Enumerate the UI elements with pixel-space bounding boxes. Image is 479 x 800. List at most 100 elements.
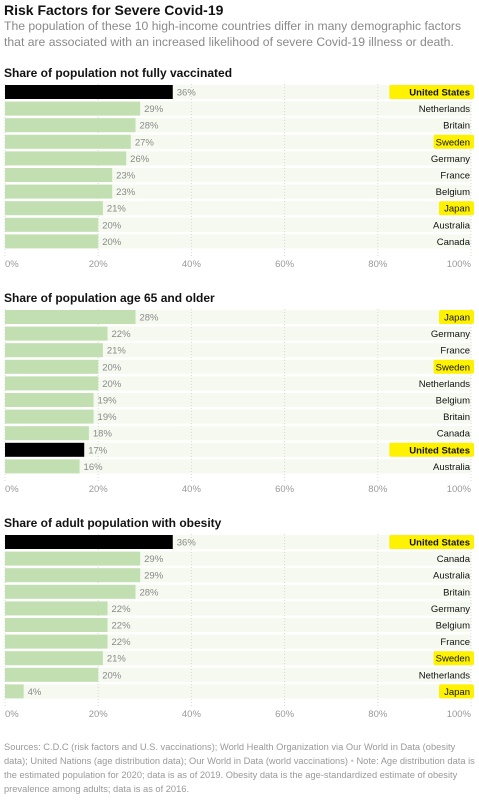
bar-track: [5, 393, 471, 407]
value-label: 29%: [144, 104, 164, 115]
category-label: Netherlands: [419, 104, 470, 115]
bar: [5, 168, 113, 182]
bar-track: [5, 326, 471, 341]
category-label: Canada: [437, 554, 471, 565]
bar: [5, 409, 94, 424]
category-label: Belgium: [436, 396, 470, 407]
bar: [5, 134, 131, 149]
bar: [5, 634, 108, 649]
bar-track: [5, 684, 471, 699]
category-label: France: [440, 171, 470, 182]
bar: [5, 584, 136, 599]
value-label: 28%: [139, 121, 159, 132]
bar-track: [5, 409, 471, 424]
value-label: 23%: [116, 171, 136, 182]
value-label: 22%: [112, 329, 132, 340]
category-label: Sweden: [436, 137, 470, 148]
category-label: Germany: [431, 604, 470, 615]
category-label: United States: [409, 88, 470, 99]
value-label: 20%: [102, 379, 122, 390]
value-label: 36%: [177, 538, 197, 549]
x-tick-label: 40%: [182, 484, 202, 495]
page-subtitle: The population of these 10 high-income c…: [4, 19, 462, 49]
category-label: Britain: [443, 587, 470, 598]
separator-dot: •: [350, 756, 354, 766]
bar: [5, 151, 127, 166]
chart-title: Share of adult population with obesity: [4, 516, 222, 530]
value-label: 21%: [107, 346, 127, 357]
category-label: Australia: [433, 220, 471, 231]
highlight-mark: [433, 651, 474, 666]
bar: [5, 684, 24, 699]
bar-track: [5, 376, 471, 391]
bar-track: [5, 343, 471, 358]
value-label: 26%: [130, 154, 150, 165]
highlight-mark: [439, 310, 474, 324]
highlight-mark: [389, 535, 474, 549]
bar-track: [5, 634, 471, 649]
value-label: 22%: [112, 604, 132, 615]
bar: [5, 217, 99, 232]
x-tick-label: 0%: [5, 259, 19, 270]
bar-track: [5, 442, 471, 457]
value-label: 29%: [144, 571, 164, 582]
x-tick-label: 100%: [447, 484, 472, 495]
bar-track: [5, 168, 471, 182]
bar: [5, 568, 141, 583]
page-title: Risk Factors for Severe Covid-19: [4, 2, 224, 18]
category-label: Netherlands: [419, 670, 470, 681]
value-label: 20%: [102, 362, 122, 373]
bar: [5, 651, 103, 666]
bar-track: [5, 667, 471, 682]
bar: [5, 551, 141, 566]
x-tick-label: 80%: [368, 484, 388, 495]
chart-title: Share of population not fully vaccinated: [4, 66, 233, 80]
category-label: Sweden: [436, 362, 470, 373]
bar: [5, 184, 113, 199]
bar: [5, 667, 99, 682]
bar-track: [5, 618, 471, 632]
value-label: 19%: [98, 396, 118, 407]
highlight-mark: [433, 359, 474, 374]
bar: [5, 393, 94, 407]
x-tick-label: 20%: [89, 709, 109, 720]
bar-track: [5, 184, 471, 199]
value-label: 4%: [28, 687, 42, 698]
x-tick-label: 20%: [89, 484, 109, 495]
value-label: 20%: [102, 237, 122, 248]
chart-not-vaccinated: Share of population not fully vaccinated…: [0, 66, 479, 281]
bar: [5, 359, 99, 374]
x-tick-label: 60%: [275, 259, 295, 270]
bar-chart-svg: 36% United States 29% Netherlands 28% Britain…: [4, 84, 474, 270]
category-label: Germany: [431, 329, 470, 340]
value-label: 22%: [112, 621, 132, 632]
category-label: Australia: [433, 462, 471, 473]
value-label: 28%: [139, 587, 159, 598]
category-label: Canada: [437, 237, 471, 248]
chart-age-65-older: Share of population age 65 and older 28%…: [0, 291, 479, 506]
value-label: 28%: [139, 313, 159, 324]
x-tick-label: 40%: [182, 259, 202, 270]
highlight-mark: [439, 684, 474, 699]
x-tick-label: 60%: [275, 709, 295, 720]
category-label: Japan: [444, 313, 470, 324]
category-label: Australia: [433, 571, 471, 582]
category-label: France: [440, 637, 470, 648]
bar-track: [5, 359, 471, 374]
category-label: Sweden: [436, 654, 470, 665]
bar-chart-svg: 28% Japan 22% Germany 21% France 20% Sweden 20% N…: [4, 309, 474, 495]
bar-track: [5, 201, 471, 216]
note-text: Note: Age distribution data is the estim…: [4, 756, 475, 794]
bar-track: [5, 651, 471, 666]
bar: [5, 343, 103, 358]
bar: [5, 459, 80, 474]
value-label: 16%: [84, 462, 104, 473]
bar: [5, 101, 141, 116]
x-tick-label: 100%: [447, 709, 472, 720]
value-label: 27%: [135, 137, 155, 148]
value-label: 18%: [93, 429, 113, 440]
bar-emphasized: [5, 85, 173, 99]
bar-track: [5, 601, 471, 616]
x-tick-label: 80%: [368, 259, 388, 270]
category-label: Canada: [437, 429, 471, 440]
